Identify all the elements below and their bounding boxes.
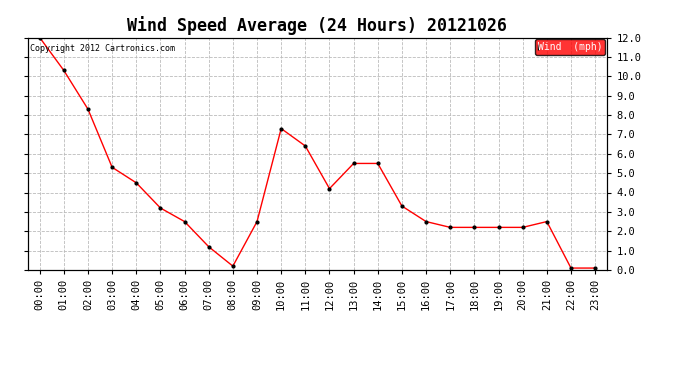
- Title: Wind Speed Average (24 Hours) 20121026: Wind Speed Average (24 Hours) 20121026: [128, 16, 507, 34]
- Text: Copyright 2012 Cartronics.com: Copyright 2012 Cartronics.com: [30, 45, 175, 54]
- Legend: Wind  (mph): Wind (mph): [535, 39, 605, 55]
